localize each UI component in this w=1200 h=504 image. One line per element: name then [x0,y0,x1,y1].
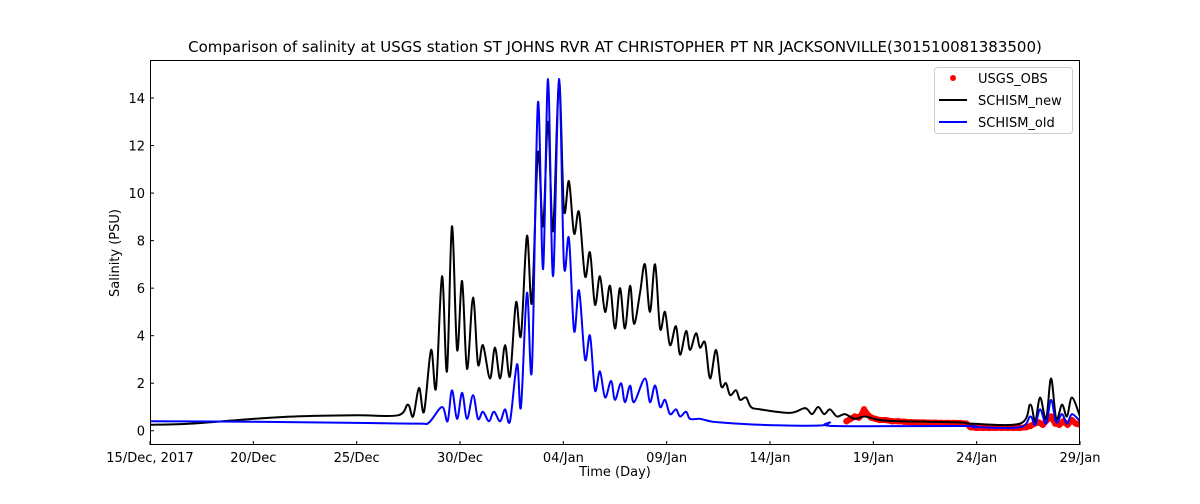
y-tick-label: 2 [137,377,145,392]
y-tick-label: 6 [137,282,145,297]
y-tick-label: 4 [137,330,145,345]
x-tick-label: 29/Jan [1060,451,1101,466]
x-tick-label: 30/Dec [437,451,483,466]
legend-label-usgs-obs: USGS_OBS [978,72,1048,87]
x-tick-label: 14/Jan [750,451,791,466]
x-tick-label: 20/Dec [230,451,276,466]
x-axis-label: Time (Day) [578,465,651,480]
x-tick-label: 24/Jan [956,451,997,466]
x-tick-label: 04/Jan [543,451,584,466]
y-tick-label: 8 [137,235,145,250]
legend-label-schism-new: SCHISM_new [978,94,1062,109]
legend-marker-usgs-obs [950,75,956,81]
legend-label-schism-old: SCHISM_old [978,116,1055,131]
x-tick-label: 15/Dec, 2017 [106,451,193,466]
y-tick-label: 14 [128,92,145,107]
legend: USGS_OBS SCHISM_new SCHISM_old [935,68,1073,134]
x-tick-label: 09/Jan [646,451,687,466]
x-tick-label: 19/Jan [853,451,894,466]
y-tick-label: 10 [128,187,145,202]
chart-title: Comparison of salinity at USGS station S… [188,38,1042,56]
y-tick-label: 0 [137,425,145,440]
x-tick-label: 25/Dec [334,451,380,466]
y-axis-label: Salinity (PSU) [108,209,123,297]
y-tick-label: 12 [128,140,145,155]
